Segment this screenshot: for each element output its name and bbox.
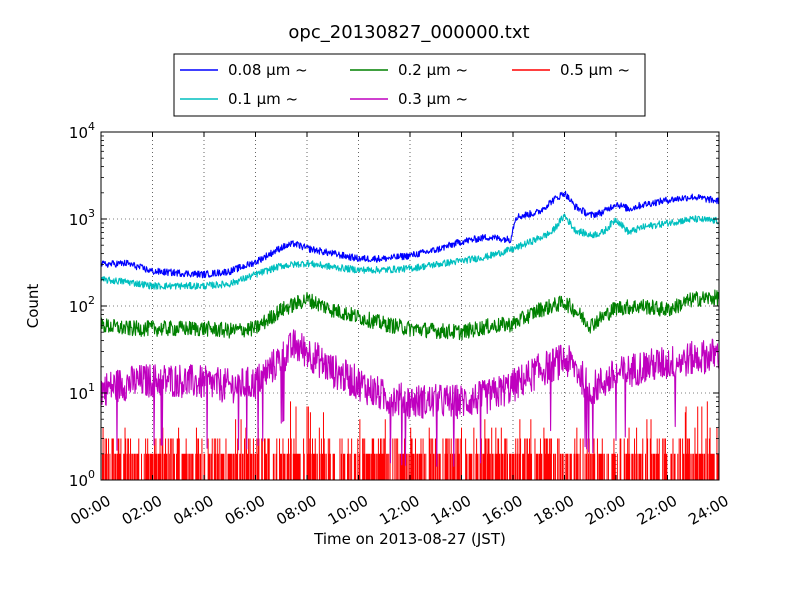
- series-1: [100, 213, 720, 290]
- gridlines: [101, 132, 719, 480]
- legend-label: 0.3 μm ~: [398, 90, 468, 108]
- x-tick-label: 10:00: [325, 492, 371, 529]
- legend-label: 0.2 μm ~: [398, 61, 468, 79]
- legend-label: 0.1 μm ~: [228, 90, 298, 108]
- x-tick-label: 24:00: [685, 492, 731, 529]
- x-tick-label: 06:00: [222, 492, 268, 529]
- legend: 0.08 μm ~ 0.1 μm ~ 0.2 μm ~ 0.3 μm ~ 0.5 μm …: [173, 53, 646, 117]
- x-tick-label: 02:00: [119, 492, 165, 529]
- x-axis-label: Time on 2013-08-27 (JST): [313, 530, 506, 548]
- x-tick-label: 20:00: [582, 492, 628, 529]
- y-tick-label: 101: [69, 381, 95, 403]
- legend-box: [173, 53, 646, 117]
- series-line: [100, 190, 720, 279]
- y-tick-label: 100: [69, 468, 95, 490]
- y-axis-label: Count: [24, 284, 42, 329]
- legend-label: 0.08 μm ~: [228, 61, 308, 79]
- series-line: [100, 329, 720, 467]
- y-tick-label: 103: [69, 207, 95, 229]
- series-2: [100, 289, 720, 341]
- x-tick-label: 16:00: [479, 492, 525, 529]
- x-tick-label: 18:00: [531, 492, 577, 529]
- x-tick-label: 00:00: [67, 492, 113, 529]
- y-tick-label: 102: [69, 294, 95, 316]
- x-tick-label: 08:00: [273, 492, 319, 529]
- x-tick-label: 04:00: [170, 492, 216, 529]
- legend-label: 0.5 μm ~: [560, 61, 630, 79]
- x-tick-label: 14:00: [428, 492, 474, 529]
- series-line: [100, 289, 720, 341]
- y-tick-label: 104: [69, 120, 95, 142]
- series-3: [100, 329, 720, 467]
- chart-title: opc_20130827_000000.txt: [288, 22, 529, 43]
- plot-series: [100, 190, 720, 480]
- x-tick-label: 12:00: [376, 492, 422, 529]
- series-0: [100, 190, 720, 279]
- x-tick-label: 22:00: [634, 492, 680, 529]
- series-line: [100, 213, 720, 290]
